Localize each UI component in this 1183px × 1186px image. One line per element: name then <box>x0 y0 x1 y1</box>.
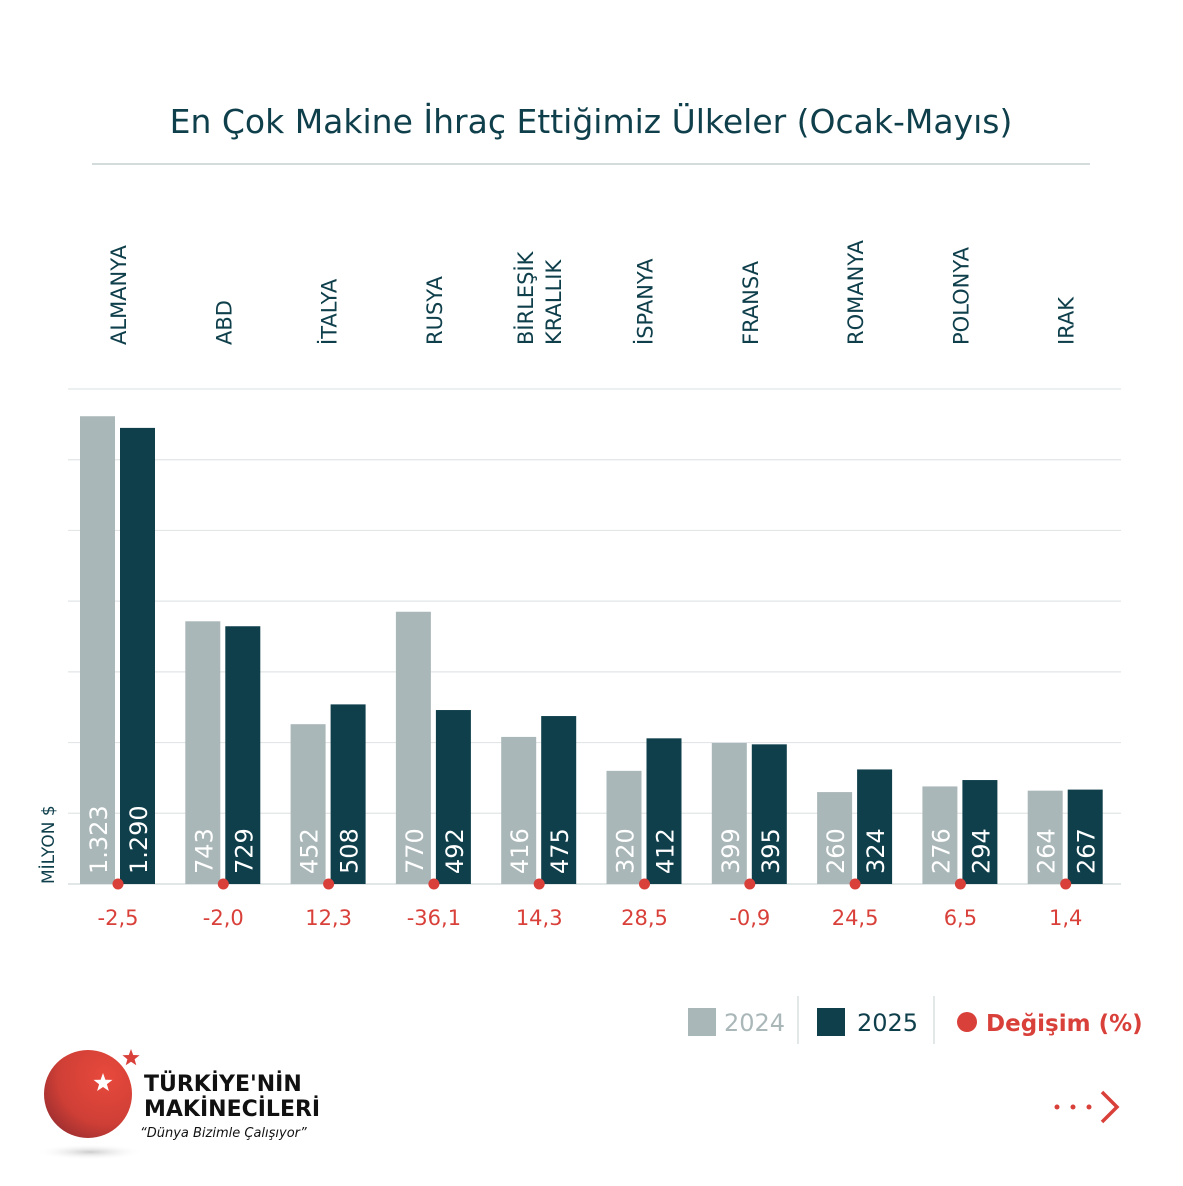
legend-label-2024: 2024 <box>724 1009 785 1037</box>
bar-value-label-2024: 743 <box>190 828 218 874</box>
category-label: ROMANYA <box>844 239 868 345</box>
next-arrow-icon[interactable] <box>1054 1090 1120 1124</box>
logo-circle <box>44 1050 132 1138</box>
change-value-label: 14,3 <box>516 906 563 930</box>
logo-slogan: “Dünya Bizimle Çalışıyor” <box>140 1126 307 1141</box>
bar-2024 <box>817 792 853 884</box>
bar-value-label-2024: 264 <box>1033 828 1061 874</box>
change-value-label: 1,4 <box>1049 906 1082 930</box>
bar-value-label-2024: 1.323 <box>85 805 113 874</box>
bar-value-label-2025: 324 <box>862 828 890 874</box>
bar-2024 <box>922 786 958 884</box>
bar-value-label-2024: 320 <box>612 828 640 874</box>
change-marker <box>744 878 756 890</box>
bar-2024 <box>185 621 221 884</box>
legend-swatch-2025 <box>817 1008 845 1036</box>
bar-value-label-2024: 770 <box>401 828 429 874</box>
logo-line1: TÜRKİYE'NİN <box>144 1071 302 1097</box>
bar-2024 <box>501 736 537 884</box>
change-value-label: 28,5 <box>621 906 668 930</box>
change-marker <box>217 878 229 890</box>
bar-value-label-2025: 729 <box>230 828 258 874</box>
change-marker <box>112 878 124 890</box>
y-axis-label: MİLYON $ <box>38 805 59 884</box>
category-label: KRALLIK <box>542 259 566 345</box>
bar-2024 <box>1027 790 1063 884</box>
change-value-label: -2,0 <box>203 906 244 930</box>
change-marker <box>954 878 966 890</box>
change-marker <box>849 878 861 890</box>
bar-2025 <box>330 704 366 884</box>
legend: 2024 2025 Değişim (%) <box>688 996 1143 1044</box>
change-value-label: -2,5 <box>98 906 139 930</box>
bar-value-label-2025: 395 <box>757 828 785 874</box>
change-marker <box>533 878 545 890</box>
legend-label-change: Değişim (%) <box>986 1011 1143 1037</box>
category-label: BİRLEŞİK <box>513 250 538 345</box>
bar-value-label-2024: 416 <box>506 828 534 874</box>
star-icon <box>93 1073 113 1091</box>
bar-2024 <box>395 611 431 884</box>
change-marker <box>1060 878 1072 890</box>
bar-value-label-2025: 508 <box>336 828 364 874</box>
bar-2025 <box>1067 789 1103 884</box>
bar-value-label-2025: 412 <box>652 828 680 874</box>
bar-2025 <box>541 716 577 884</box>
bar-value-label-2025: 294 <box>967 828 995 874</box>
change-marker <box>428 878 440 890</box>
bar-2025 <box>857 769 893 884</box>
change-value-label: -0,9 <box>729 906 770 930</box>
legend-label-2025: 2025 <box>857 1009 918 1037</box>
bar-value-label-2025: 475 <box>546 828 574 874</box>
bar-2024 <box>290 724 326 884</box>
bar-2024 <box>711 742 747 884</box>
bar-value-label-2024: 260 <box>822 828 850 874</box>
legend-swatch-change <box>957 1012 977 1032</box>
bar-2024 <box>606 770 642 884</box>
bar-2025 <box>962 780 998 884</box>
category-label: IRAK <box>1055 296 1079 345</box>
bar-value-label-2025: 267 <box>1073 828 1101 874</box>
logo-line2: MAKİNECİLERİ <box>144 1096 320 1122</box>
bar-value-label-2024: 276 <box>927 828 955 874</box>
category-label: FRANSA <box>739 260 763 345</box>
bar-value-label-2025: 1.290 <box>125 805 153 874</box>
bar-2025 <box>120 427 155 884</box>
star-icon <box>122 1049 140 1066</box>
category-label: RUSYA <box>423 276 447 345</box>
category-label: ABD <box>212 300 236 345</box>
bar-2025 <box>225 626 261 884</box>
category-label: İTALYA <box>317 278 342 345</box>
bar-2025 <box>646 738 682 884</box>
bar-2025 <box>435 710 471 884</box>
bar-value-label-2025: 492 <box>441 828 469 874</box>
change-value-label: 24,5 <box>832 906 879 930</box>
change-marker <box>323 878 335 890</box>
category-label: POLONYA <box>949 246 973 345</box>
category-label: ALMANYA <box>107 245 131 345</box>
change-value-label: -36,1 <box>407 906 461 930</box>
legend-swatch-2024 <box>688 1008 716 1036</box>
bar-2025 <box>751 744 787 884</box>
bar-value-label-2024: 452 <box>296 828 324 874</box>
change-value-label: 6,5 <box>944 906 977 930</box>
bar-2024 <box>80 416 115 884</box>
chart-title: En Çok Makine İhraç Ettiğimiz Ülkeler (O… <box>170 101 1013 141</box>
bar-value-label-2024: 399 <box>717 828 745 874</box>
change-marker <box>639 878 650 890</box>
logo: TÜRKİYE'NİN MAKİNECİLERİ “Dünya Bizimle … <box>35 1049 320 1160</box>
change-value-label: 12,3 <box>305 906 352 930</box>
category-label: İSPANYA <box>633 258 658 345</box>
